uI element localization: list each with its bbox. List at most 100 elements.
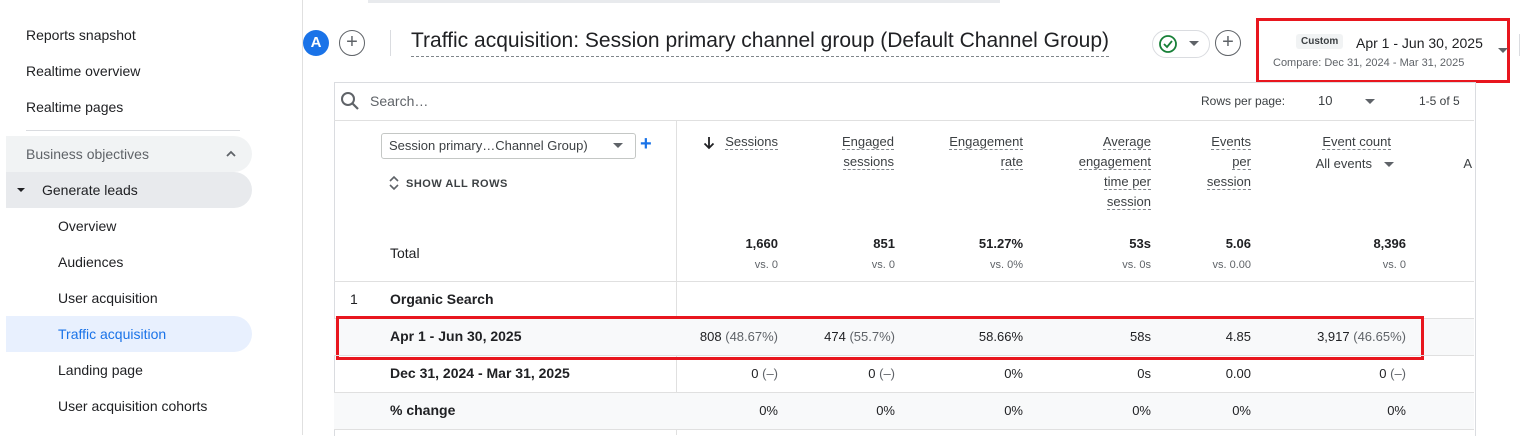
chevron-down-icon bbox=[1189, 41, 1199, 46]
sidebar-item-user-acquisition-cohorts[interactable]: User acquisition cohorts bbox=[58, 398, 208, 414]
row-channel-name[interactable]: Organic Search bbox=[390, 291, 494, 307]
previous-period-label: Dec 31, 2024 - Mar 31, 2025 bbox=[390, 365, 570, 381]
sidebar-active-highlight bbox=[6, 316, 252, 352]
current-avg-time: 58s bbox=[1130, 329, 1151, 344]
sidebar-item-audiences[interactable]: Audiences bbox=[58, 254, 124, 270]
current-event-count: 3,917 (46.65%) bbox=[1317, 329, 1406, 344]
sidebar-group-label: Generate leads bbox=[42, 182, 138, 198]
total-event-count: 8,396 bbox=[1373, 236, 1406, 251]
table-row bbox=[334, 393, 1474, 429]
add-card-icon[interactable]: + bbox=[1215, 30, 1241, 56]
previous-avg-time: 0s bbox=[1137, 366, 1151, 381]
table-top-border bbox=[334, 120, 1474, 121]
sidebar-nav: Reports snapshot Realtime overview Realt… bbox=[0, 0, 303, 435]
dimension-select-label: Session primary…Channel Group) bbox=[389, 138, 588, 153]
column-header-engagement-rate[interactable]: Engagement rate bbox=[949, 134, 1023, 170]
column-header-truncated: A bbox=[1463, 156, 1472, 171]
total-eng-rate: 51.27% bbox=[978, 236, 1023, 251]
current-period-label: Apr 1 - Jun 30, 2025 bbox=[390, 328, 522, 344]
table-row bbox=[334, 319, 1474, 355]
total-vs-avg-time: vs. 0s bbox=[1122, 259, 1151, 271]
column-header-avg-engagement-time[interactable]: Average engagement time per session bbox=[1078, 134, 1151, 210]
change-event-count: 0% bbox=[1387, 403, 1406, 418]
previous-events-per: 0.00 bbox=[1225, 366, 1251, 381]
caret-down-icon bbox=[17, 188, 25, 192]
change-eng-rate: 0% bbox=[1004, 403, 1023, 418]
current-sessions: 808 (48.67%) bbox=[699, 329, 778, 344]
sort-desc-arrow-icon bbox=[703, 137, 715, 150]
current-events-per: 4.85 bbox=[1225, 329, 1251, 344]
right-divider bbox=[1519, 34, 1520, 56]
change-engaged: 0% bbox=[876, 403, 895, 418]
sidebar-item-user-acquisition[interactable]: User acquisition bbox=[58, 290, 158, 306]
report-status-pill[interactable] bbox=[1152, 30, 1210, 58]
current-eng-rate: 58.66% bbox=[978, 329, 1023, 344]
unfold-icon bbox=[389, 175, 399, 191]
change-sessions: 0% bbox=[759, 403, 778, 418]
search-input[interactable]: Search… bbox=[370, 93, 429, 109]
event-filter-select[interactable]: All events bbox=[1315, 156, 1372, 171]
sidebar-item-realtime-pages[interactable]: Realtime pages bbox=[26, 99, 124, 115]
sidebar-item-reports-snapshot[interactable]: Reports snapshot bbox=[26, 27, 136, 43]
date-dropdown-icon[interactable] bbox=[1498, 48, 1508, 54]
total-vs-events-per: vs. 0.00 bbox=[1212, 259, 1251, 271]
sidebar-section-label: Business objectives bbox=[26, 146, 149, 162]
chevron-up-icon[interactable] bbox=[224, 147, 238, 161]
column-divider bbox=[676, 120, 677, 435]
change-events-per: 0% bbox=[1232, 403, 1251, 418]
rows-per-page-select[interactable]: 10 bbox=[1318, 93, 1333, 108]
previous-event-count: 0 (–) bbox=[1379, 366, 1406, 381]
header-divider bbox=[390, 30, 391, 56]
sidebar-item-overview[interactable]: Overview bbox=[58, 218, 117, 234]
add-comparison-icon[interactable]: + bbox=[339, 30, 365, 56]
change-avg-time: 0% bbox=[1132, 403, 1151, 418]
total-sessions: 1,660 bbox=[745, 236, 778, 251]
search-icon[interactable] bbox=[340, 91, 360, 111]
total-avg-time: 53s bbox=[1129, 236, 1151, 251]
add-dimension-icon[interactable]: + bbox=[640, 133, 652, 155]
check-circle-icon bbox=[1159, 35, 1177, 53]
dimension-caret-icon bbox=[613, 143, 623, 148]
sidebar-item-realtime-overview[interactable]: Realtime overview bbox=[26, 63, 141, 79]
date-range-picker[interactable]: Apr 1 - Jun 30, 2025 bbox=[1356, 35, 1483, 51]
column-header-engaged-sessions[interactable]: Engaged sessions bbox=[841, 134, 894, 170]
previous-engaged: 0 (–) bbox=[868, 366, 895, 381]
column-header-sessions[interactable]: Sessions bbox=[725, 134, 778, 150]
total-vs-event-count: vs. 0 bbox=[1382, 259, 1406, 271]
compare-range: Compare: Dec 31, 2024 - Mar 31, 2025 bbox=[1273, 57, 1465, 69]
column-header-event-count[interactable]: Event count bbox=[1322, 134, 1391, 150]
sidebar-divider bbox=[26, 130, 240, 131]
row-divider bbox=[334, 392, 1474, 393]
avatar[interactable]: A bbox=[303, 30, 329, 56]
sidebar-section-business-objectives[interactable] bbox=[6, 136, 252, 172]
total-engaged: 851 bbox=[873, 236, 895, 251]
row-divider bbox=[334, 429, 1474, 430]
rows-per-page-label: Rows per page: bbox=[1201, 94, 1286, 108]
total-events-per: 5.06 bbox=[1225, 236, 1251, 251]
previous-sessions: 0 (–) bbox=[751, 366, 778, 381]
total-label: Total bbox=[390, 245, 420, 261]
event-filter-caret-icon[interactable] bbox=[1384, 162, 1394, 167]
total-vs-sessions: vs. 0 bbox=[754, 259, 778, 271]
dimension-select[interactable] bbox=[381, 133, 636, 159]
date-custom-badge: Custom bbox=[1296, 34, 1344, 49]
previous-eng-rate: 0% bbox=[1004, 366, 1023, 381]
sidebar-item-traffic-acquisition[interactable]: Traffic acquisition bbox=[58, 326, 167, 342]
column-header-events-per-session[interactable]: Events per session bbox=[1206, 134, 1251, 190]
sidebar-group-generate-leads[interactable] bbox=[6, 172, 252, 208]
top-scroll-strip bbox=[368, 0, 1000, 3]
rows-per-page-caret-icon[interactable] bbox=[1365, 99, 1375, 104]
page-title[interactable]: Traffic acquisition: Session primary cha… bbox=[411, 29, 1110, 57]
sidebar-item-landing-page[interactable]: Landing page bbox=[58, 362, 143, 378]
total-vs-eng-rate: vs. 0% bbox=[989, 259, 1023, 271]
show-all-rows-button[interactable]: SHOW ALL ROWS bbox=[406, 178, 508, 190]
pagination-range: 1-5 of 5 bbox=[1419, 94, 1460, 108]
current-engaged: 474 (55.7%) bbox=[824, 329, 895, 344]
row-divider bbox=[334, 355, 1474, 356]
row-divider bbox=[334, 281, 1474, 282]
data-table bbox=[334, 82, 1476, 436]
row-index: 1 bbox=[350, 291, 358, 307]
total-vs-engaged: vs. 0 bbox=[871, 259, 895, 271]
change-label: % change bbox=[390, 402, 456, 418]
row-highlight bbox=[336, 316, 1424, 360]
